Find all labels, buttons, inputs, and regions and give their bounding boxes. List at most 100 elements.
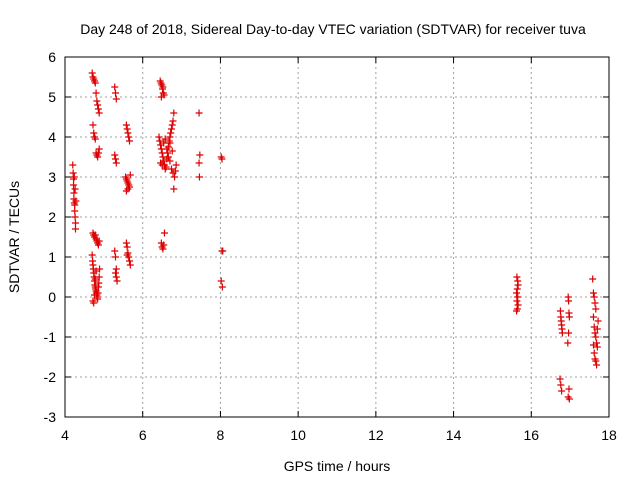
data-point <box>92 89 100 97</box>
data-point <box>158 161 166 169</box>
data-point <box>124 129 132 137</box>
data-point <box>565 385 573 393</box>
data-point <box>195 109 203 117</box>
data-point <box>71 201 79 209</box>
x-tick-label: 10 <box>290 427 306 443</box>
data-point <box>565 313 573 321</box>
data-point <box>88 251 96 259</box>
y-tick-label: 6 <box>48 49 56 65</box>
data-point <box>589 313 597 321</box>
data-point <box>589 289 597 297</box>
data-point <box>126 261 134 269</box>
data-point <box>593 325 601 333</box>
y-tick-label: 2 <box>48 209 56 225</box>
data-point <box>565 329 573 337</box>
data-point <box>170 185 178 193</box>
y-tick-label: 0 <box>48 289 56 305</box>
data-point <box>91 135 99 143</box>
data-point <box>557 381 565 389</box>
data-point <box>71 207 79 215</box>
data-point <box>71 219 79 227</box>
data-point <box>170 109 178 117</box>
data-point <box>113 277 121 285</box>
data-point <box>514 281 522 289</box>
data-point <box>94 149 102 157</box>
data-point <box>514 301 522 309</box>
data-point <box>161 135 169 143</box>
plot-frame <box>64 56 610 418</box>
data-point <box>558 387 566 395</box>
data-point <box>594 317 602 325</box>
data-point <box>112 89 120 97</box>
data-point <box>564 339 572 347</box>
data-point <box>91 79 99 87</box>
data-point <box>126 257 134 265</box>
data-point <box>160 229 168 237</box>
data-point <box>163 145 171 153</box>
data-point <box>591 299 599 307</box>
data-point <box>91 231 99 239</box>
data-point <box>70 181 78 189</box>
data-point <box>167 125 175 133</box>
y-tick-label: 1 <box>48 249 56 265</box>
data-point <box>71 185 79 193</box>
data-point <box>218 283 226 291</box>
data-point <box>196 151 204 159</box>
data-point <box>124 185 132 193</box>
data-point <box>112 155 120 163</box>
chart-title: Day 248 of 2018, Sidereal Day-to-day VTE… <box>80 21 586 37</box>
data-point <box>69 169 77 177</box>
data-point <box>71 213 79 221</box>
data-point <box>556 375 564 383</box>
data-point <box>90 299 98 307</box>
data-point <box>70 189 78 197</box>
grid-lines <box>65 57 609 417</box>
data-point <box>91 291 99 299</box>
data-point <box>93 97 101 105</box>
data-point <box>123 125 131 133</box>
data-point <box>195 159 203 167</box>
data-point <box>166 139 174 147</box>
data-point <box>92 267 100 275</box>
data-point <box>123 243 131 251</box>
data-point <box>565 395 573 403</box>
data-point <box>125 133 133 141</box>
data-point <box>112 273 120 281</box>
x-tick-label: 8 <box>217 427 225 443</box>
data-point <box>94 105 102 113</box>
data-point <box>513 289 521 297</box>
data-point <box>95 109 103 117</box>
y-axis-label: SDTVAR / TECUs <box>6 181 22 293</box>
data-point <box>166 157 174 165</box>
data-point <box>126 171 134 179</box>
data-point <box>156 137 164 145</box>
data-point <box>160 241 168 249</box>
data-point <box>94 101 102 109</box>
data-point <box>111 151 119 159</box>
data-point <box>168 147 176 155</box>
data-points <box>69 69 602 403</box>
data-point <box>157 93 165 101</box>
y-axis-ticks: -3 -2 -1 0 1 2 3 4 5 6 <box>44 49 609 425</box>
y-tick-label: 4 <box>48 129 56 145</box>
data-point <box>167 165 175 173</box>
data-point <box>167 129 175 137</box>
x-tick-label: 6 <box>139 427 147 443</box>
data-point <box>94 153 102 161</box>
data-point <box>71 225 79 233</box>
data-point <box>166 133 174 141</box>
data-point <box>164 149 172 157</box>
data-point <box>565 297 573 305</box>
y-tick-label: -1 <box>44 329 57 345</box>
data-point <box>122 121 130 129</box>
data-point <box>218 155 226 163</box>
data-point <box>513 285 521 293</box>
y-tick-label: 5 <box>48 89 56 105</box>
data-point <box>112 95 120 103</box>
data-point <box>159 83 167 91</box>
data-point <box>112 159 120 167</box>
data-point <box>160 139 168 147</box>
data-point <box>513 273 521 281</box>
data-point <box>593 361 601 369</box>
x-tick-label: 14 <box>446 427 462 443</box>
